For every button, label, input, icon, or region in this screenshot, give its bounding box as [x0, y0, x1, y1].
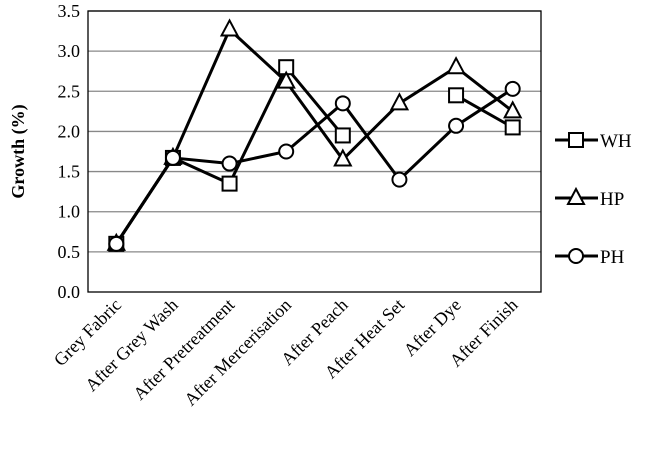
data-point-circle [448, 117, 465, 134]
data-point-circle [391, 171, 408, 188]
y-tick-label: 2.5 [58, 81, 81, 101]
y-tick-label: 0.0 [58, 282, 81, 302]
y-tick-label: 3.0 [58, 41, 81, 61]
y-tick-label: 2.0 [58, 121, 81, 141]
data-point-triangle [503, 100, 523, 119]
legend-label: WH [600, 131, 632, 152]
data-point-circle [164, 149, 181, 166]
y-tick-label: 1.5 [58, 162, 81, 182]
data-point-triangle [446, 56, 466, 75]
legend-marker-square [568, 132, 584, 148]
y-tick-label: 1.0 [58, 202, 81, 222]
legend-label: HP [600, 189, 624, 210]
legend-marker-triangle [566, 186, 586, 205]
data-point-triangle [333, 148, 353, 167]
data-point-triangle [219, 18, 240, 37]
legend-item: PH [555, 247, 625, 268]
data-point-circle [108, 235, 125, 252]
legend-item: WH [555, 131, 632, 152]
data-point-square [448, 87, 465, 104]
plot-area [87, 10, 542, 293]
series-line [115, 26, 514, 245]
series-HP [106, 18, 523, 251]
series-line [455, 93, 514, 129]
y-axis-label: Growth (%) [8, 104, 29, 198]
data-point-square [334, 127, 351, 144]
x-tick-label: After Pretreatment [129, 295, 238, 404]
legend-marker-circle [568, 248, 584, 264]
data-point-square [504, 119, 521, 136]
data-point-square [221, 175, 238, 192]
data-point-circle [221, 155, 238, 172]
series-line [115, 87, 514, 245]
y-tick-label: 3.5 [58, 1, 81, 21]
x-tick-label: After Mercerisation [180, 295, 295, 410]
legend-label: PH [600, 247, 625, 268]
data-point-circle [278, 143, 295, 160]
legend-item: HP [555, 186, 624, 210]
data-point-triangle [276, 70, 296, 89]
series-line [115, 64, 344, 245]
data-point-triangle [389, 92, 410, 111]
y-tick-label: 0.5 [58, 242, 81, 262]
series-PH [108, 80, 521, 252]
data-point-circle [504, 80, 521, 97]
data-point-circle [334, 95, 351, 112]
